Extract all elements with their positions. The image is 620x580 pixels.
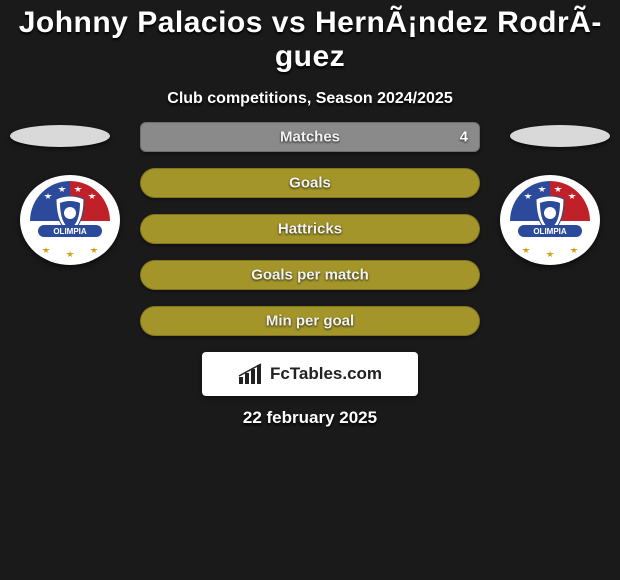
- right-shadow-ellipse: [510, 125, 610, 147]
- stat-row-goals: Goals: [140, 168, 480, 198]
- stat-label: Matches: [140, 129, 480, 146]
- right-logo-text: OLIMPIA: [533, 227, 567, 236]
- stat-right-value: 4: [460, 129, 468, 146]
- right-team-logo: OLIMPIA: [500, 175, 600, 265]
- stat-row-goals-per-match: Goals per match: [140, 260, 480, 290]
- stat-label: Hattricks: [140, 221, 480, 238]
- left-team-logo: OLIMPIA: [20, 175, 120, 265]
- page-title: Johnny Palacios vs HernÃ¡ndez RodrÃ­guez: [0, 0, 620, 74]
- bar-chart-icon: [238, 363, 264, 385]
- date-text: 22 february 2025: [0, 408, 620, 428]
- page-subtitle: Club competitions, Season 2024/2025: [0, 90, 620, 108]
- stat-row-min-per-goal: Min per goal: [140, 306, 480, 336]
- stat-label: Min per goal: [140, 313, 480, 330]
- stat-row-hattricks: Hattricks: [140, 214, 480, 244]
- stat-row-matches: Matches 4: [140, 122, 480, 152]
- stat-label: Goals: [140, 175, 480, 192]
- stats-bars: Matches 4 Goals Hattricks Goals per matc…: [140, 122, 480, 352]
- brand-box: FcTables.com: [202, 352, 418, 396]
- left-shadow-ellipse: [10, 125, 110, 147]
- brand-text: FcTables.com: [270, 364, 382, 384]
- left-logo-text: OLIMPIA: [53, 227, 87, 236]
- stat-label: Goals per match: [140, 267, 480, 284]
